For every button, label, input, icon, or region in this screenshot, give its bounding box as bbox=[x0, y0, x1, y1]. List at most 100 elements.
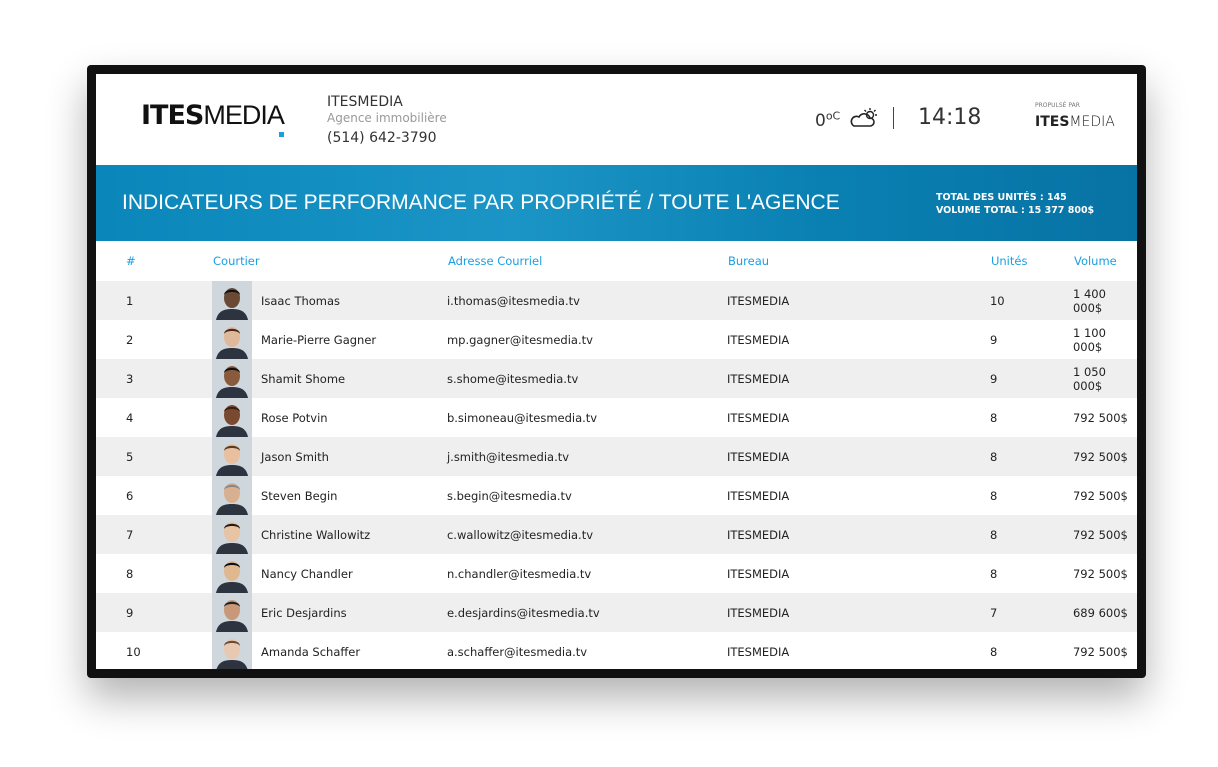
table-row[interactable]: 6 Steven Begin s.begin@itesmedia.tv ITES… bbox=[96, 476, 1137, 515]
table-row[interactable]: 4 Rose Potvin b.simoneau@itesmedia.tv IT… bbox=[96, 398, 1137, 437]
col-rank: # bbox=[126, 254, 136, 268]
agency-info: ITESMEDIA Agence immobilière (514) 642-3… bbox=[327, 94, 447, 146]
table-row[interactable]: 9 Eric Desjardins e.desjardins@itesmedia… bbox=[96, 593, 1137, 632]
rank: 1 bbox=[96, 281, 212, 320]
office: ITESMEDIA bbox=[726, 515, 990, 554]
avatar bbox=[212, 554, 252, 593]
agency-phone: (514) 642-3790 bbox=[327, 130, 437, 146]
email: c.wallowitz@itesmedia.tv bbox=[446, 515, 727, 554]
avatar bbox=[212, 593, 252, 632]
weather: 0oC bbox=[815, 107, 878, 131]
logo: ITESMEDIA bbox=[141, 100, 285, 137]
table-row[interactable]: 2 Marie-Pierre Gagner mp.gagner@itesmedi… bbox=[96, 320, 1137, 359]
units: 9 bbox=[989, 359, 1073, 398]
volume: 792 500$ bbox=[1072, 410, 1128, 425]
agency-name: ITESMEDIA bbox=[327, 94, 403, 110]
col-office: Bureau bbox=[727, 254, 770, 268]
avatar bbox=[212, 437, 252, 476]
avatar bbox=[212, 320, 252, 359]
volume: 1 050 000$ bbox=[1072, 359, 1137, 398]
avatar bbox=[212, 398, 252, 437]
units: 8 bbox=[989, 410, 998, 425]
broker-name: Christine Wallowitz bbox=[261, 515, 447, 554]
units: 7 bbox=[989, 593, 1073, 632]
totals: TOTAL DES UNITÉS : 145 VOLUME TOTAL : 15… bbox=[936, 191, 1094, 217]
broker-name: Isaac Thomas bbox=[261, 281, 447, 320]
col-broker: Courtier bbox=[213, 254, 260, 268]
email: i.thomas@itesmedia.tv bbox=[446, 281, 727, 320]
volume: 1 100 000$ bbox=[1072, 325, 1106, 354]
broker-name: Jason Smith bbox=[261, 437, 447, 476]
office: ITESMEDIA bbox=[726, 281, 990, 320]
rank: 5 bbox=[96, 437, 212, 476]
volume: 792 500$ bbox=[1072, 488, 1128, 503]
table-row[interactable]: 8 Nancy Chandler n.chandler@itesmedia.tv… bbox=[96, 554, 1137, 593]
temperature: 0 bbox=[815, 111, 826, 131]
broker-name: Marie-Pierre Gagner bbox=[261, 332, 377, 347]
temp-unit: oC bbox=[825, 109, 841, 123]
divider bbox=[893, 107, 894, 129]
powered-logo: ITESMEDIA bbox=[1035, 114, 1115, 130]
brokers-table: # Courtier Adresse Courriel Bureau Unité… bbox=[96, 241, 1137, 669]
broker-name: Rose Potvin bbox=[261, 410, 328, 425]
clock: 14:18 bbox=[918, 105, 982, 130]
office: ITESMEDIA bbox=[726, 488, 790, 503]
office: ITESMEDIA bbox=[726, 410, 790, 425]
total-units: TOTAL DES UNITÉS : 145 bbox=[936, 192, 1067, 203]
rank: 10 bbox=[126, 644, 141, 659]
broker-name: Steven Begin bbox=[261, 488, 338, 503]
units: 8 bbox=[989, 437, 1073, 476]
avatar bbox=[212, 359, 252, 398]
office: ITESMEDIA bbox=[726, 437, 990, 476]
screen: ITESMEDIA ITESMEDIA Agence immobilière (… bbox=[96, 74, 1137, 669]
rank: 2 bbox=[126, 332, 134, 347]
volume: 689 600$ bbox=[1072, 593, 1137, 632]
office: ITESMEDIA bbox=[726, 359, 990, 398]
volume: 792 500$ bbox=[1072, 644, 1128, 659]
page-title: INDICATEURS DE PERFORMANCE PAR PROPRIÉTÉ… bbox=[122, 191, 840, 214]
avatar bbox=[212, 632, 252, 669]
avatar bbox=[212, 515, 252, 554]
header: ITESMEDIA ITESMEDIA Agence immobilière (… bbox=[96, 74, 1137, 165]
email: s.shome@itesmedia.tv bbox=[446, 359, 727, 398]
broker-name: Eric Desjardins bbox=[261, 593, 447, 632]
avatar bbox=[212, 476, 252, 515]
broker-name: Amanda Schaffer bbox=[261, 644, 361, 659]
col-volume: Volume bbox=[1073, 254, 1117, 268]
email: j.smith@itesmedia.tv bbox=[446, 437, 727, 476]
units: 8 bbox=[989, 515, 1073, 554]
rank: 3 bbox=[96, 359, 212, 398]
office: ITESMEDIA bbox=[726, 566, 790, 581]
col-units: Unités bbox=[990, 254, 1028, 268]
table-row[interactable]: 3 Shamit Shome s.shome@itesmedia.tv ITES… bbox=[96, 359, 1137, 398]
powered-by: PROPULSÉ PAR bbox=[1035, 102, 1080, 109]
table-row[interactable]: 1 Isaac Thomas i.thomas@itesmedia.tv ITE… bbox=[96, 281, 1137, 320]
volume: 1 400 000$ bbox=[1072, 281, 1137, 320]
rank: 4 bbox=[126, 410, 134, 425]
table-row[interactable]: 10 Amanda Schaffer a.schaffer@itesmedia.… bbox=[96, 632, 1137, 669]
col-email: Adresse Courriel bbox=[447, 254, 543, 268]
volume: 792 500$ bbox=[1072, 566, 1128, 581]
table-row[interactable]: 7 Christine Wallowitz c.wallowitz@itesme… bbox=[96, 515, 1137, 554]
agency-type: Agence immobilière bbox=[327, 111, 447, 125]
rank: 9 bbox=[96, 593, 212, 632]
units: 8 bbox=[989, 566, 998, 581]
units: 10 bbox=[989, 281, 1073, 320]
units: 8 bbox=[989, 644, 998, 659]
table-row[interactable]: 5 Jason Smith j.smith@itesmedia.tv ITESM… bbox=[96, 437, 1137, 476]
units: 8 bbox=[989, 488, 998, 503]
email: a.schaffer@itesmedia.tv bbox=[446, 644, 588, 659]
office: ITESMEDIA bbox=[726, 593, 990, 632]
avatar bbox=[212, 281, 252, 320]
rank: 8 bbox=[126, 566, 134, 581]
email: mp.gagner@itesmedia.tv bbox=[446, 332, 593, 347]
office: ITESMEDIA bbox=[726, 332, 790, 347]
office: ITESMEDIA bbox=[726, 644, 790, 659]
banner: INDICATEURS DE PERFORMANCE PAR PROPRIÉTÉ… bbox=[96, 165, 1137, 241]
rank: 6 bbox=[126, 488, 134, 503]
units: 9 bbox=[989, 332, 998, 347]
partly-cloudy-icon bbox=[850, 108, 877, 127]
email: b.simoneau@itesmedia.tv bbox=[446, 410, 598, 425]
rank: 7 bbox=[96, 515, 212, 554]
broker-name: Shamit Shome bbox=[261, 359, 447, 398]
